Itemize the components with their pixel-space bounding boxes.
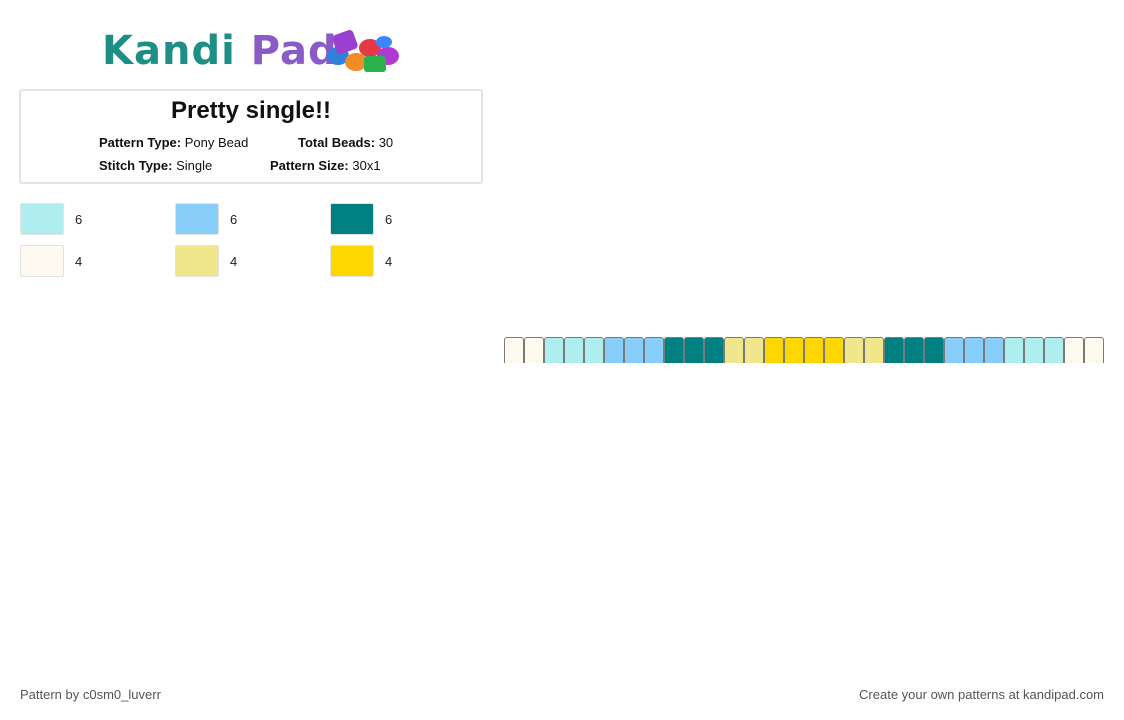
kandi-pad-logo: Kandi Pad bbox=[102, 26, 422, 76]
bead bbox=[504, 337, 524, 363]
legend-item: 4 bbox=[330, 245, 392, 277]
bead bbox=[564, 337, 584, 363]
bead-pattern-row bbox=[504, 337, 1104, 363]
color-swatch bbox=[330, 245, 374, 277]
bead-count: 6 bbox=[230, 211, 238, 227]
legend-item: 4 bbox=[20, 245, 82, 277]
bead bbox=[664, 337, 684, 363]
color-swatch bbox=[20, 203, 64, 235]
legend-item: 4 bbox=[175, 245, 237, 277]
pattern-type-label: Pattern Type: bbox=[99, 135, 182, 150]
legend-item: 6 bbox=[175, 203, 237, 235]
bead bbox=[864, 337, 884, 363]
bead bbox=[1044, 337, 1064, 363]
color-swatch bbox=[20, 245, 64, 277]
pattern-type-value: Pony Bead bbox=[184, 135, 249, 150]
bead bbox=[1084, 337, 1104, 363]
color-swatch bbox=[175, 245, 219, 277]
pattern-credit: Pattern by c0sm0_luverr bbox=[20, 687, 161, 702]
bead bbox=[584, 337, 604, 363]
bead bbox=[804, 337, 824, 363]
total-beads: Total Beads: 30 bbox=[298, 135, 393, 150]
total-beads-label: Total Beads: bbox=[298, 135, 376, 150]
bead bbox=[624, 337, 644, 363]
bead bbox=[704, 337, 724, 363]
pattern-info-card: Pretty single!! Pattern Type: Pony Bead … bbox=[19, 89, 483, 184]
legend-item: 6 bbox=[330, 203, 392, 235]
bead bbox=[1024, 337, 1044, 363]
bead bbox=[644, 337, 664, 363]
bead bbox=[604, 337, 624, 363]
bead-count: 6 bbox=[385, 211, 393, 227]
logo-text-kandi: Kandi bbox=[102, 28, 236, 74]
bead bbox=[1064, 337, 1084, 363]
stitch-type: Stitch Type: Single bbox=[99, 158, 212, 173]
bead bbox=[884, 337, 904, 363]
pattern-size-label: Pattern Size: bbox=[270, 158, 349, 173]
kandipad-promo-link[interactable]: Create your own patterns at kandipad.com bbox=[859, 687, 1104, 702]
bead bbox=[544, 337, 564, 363]
bead bbox=[844, 337, 864, 363]
bead-count: 4 bbox=[230, 253, 238, 269]
bead bbox=[904, 337, 924, 363]
bead bbox=[744, 337, 764, 363]
stitch-type-label: Stitch Type: bbox=[99, 158, 173, 173]
bead bbox=[944, 337, 964, 363]
color-swatch bbox=[330, 203, 374, 235]
total-beads-value: 30 bbox=[378, 135, 394, 150]
legend-item: 6 bbox=[20, 203, 82, 235]
beads-logo-icon bbox=[327, 29, 399, 72]
bead bbox=[924, 337, 944, 363]
pattern-type: Pattern Type: Pony Bead bbox=[99, 135, 248, 150]
bead-count: 4 bbox=[75, 253, 83, 269]
bead bbox=[964, 337, 984, 363]
bead bbox=[764, 337, 784, 363]
bead bbox=[724, 337, 744, 363]
bead bbox=[524, 337, 544, 363]
color-swatch bbox=[175, 203, 219, 235]
bead-count: 4 bbox=[385, 253, 393, 269]
bead bbox=[784, 337, 804, 363]
pattern-title: Pretty single!! bbox=[170, 97, 332, 124]
bead bbox=[1004, 337, 1024, 363]
bead-count: 6 bbox=[75, 211, 83, 227]
pattern-size-value: 30x1 bbox=[352, 158, 381, 173]
pattern-size: Pattern Size: 30x1 bbox=[270, 158, 381, 173]
color-legend: 6 6 6 4 4 4 bbox=[20, 203, 490, 283]
bead bbox=[824, 337, 844, 363]
stitch-type-value: Single bbox=[176, 158, 213, 173]
bead bbox=[684, 337, 704, 363]
logo-text-pad: Pad bbox=[235, 28, 338, 74]
logo-text: Kandi Pad bbox=[102, 31, 338, 71]
bead bbox=[984, 337, 1004, 363]
